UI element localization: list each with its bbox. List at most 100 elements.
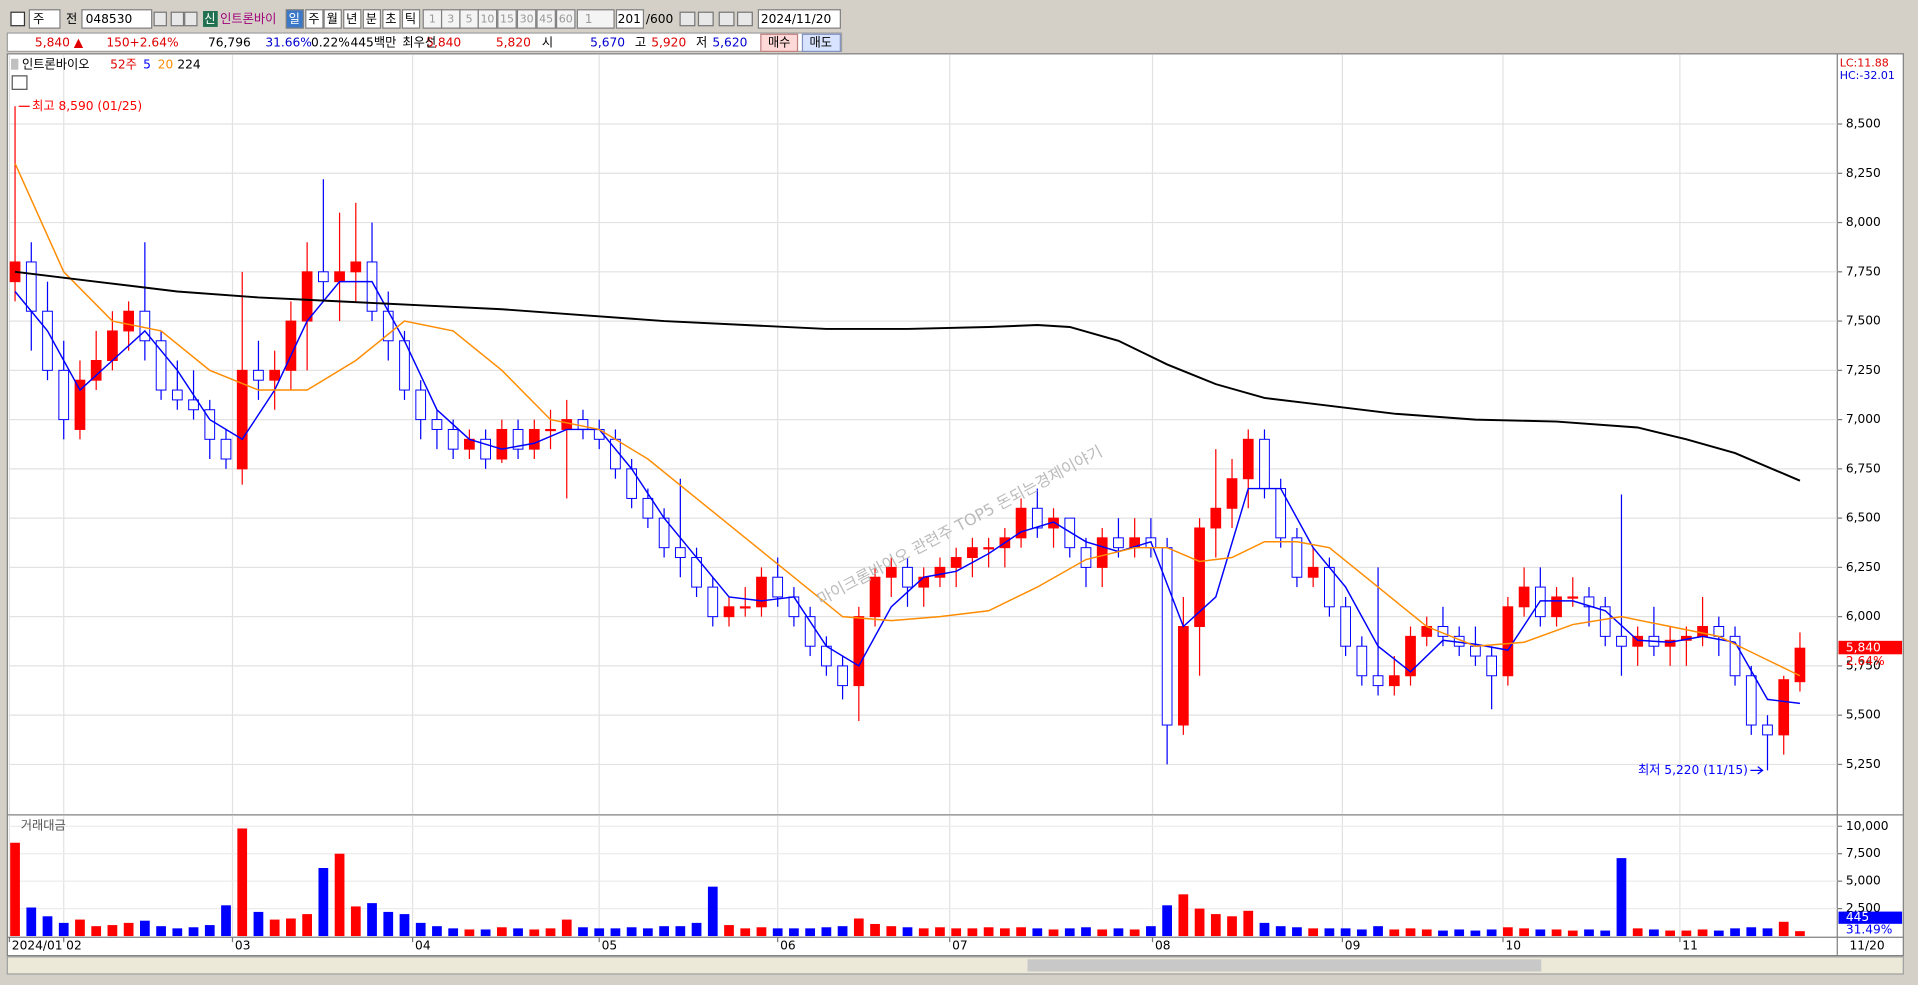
volume-bar [1746, 927, 1757, 937]
code-input[interactable] [81, 9, 153, 29]
volume-bar [789, 928, 799, 937]
volume-bar [204, 925, 215, 937]
volume-bar [350, 906, 361, 937]
candle-body [415, 389, 427, 421]
period-button[interactable] [305, 9, 324, 29]
tool-icon[interactable] [697, 11, 714, 27]
period-button[interactable] [323, 9, 342, 29]
period-button[interactable] [362, 9, 382, 29]
candle-body [496, 428, 508, 460]
interval[interactable]: 60 [559, 13, 573, 26]
candle-body [1259, 438, 1270, 490]
interval-button[interactable] [516, 9, 537, 29]
candle-body [772, 576, 784, 598]
volume-bar [724, 925, 734, 937]
interval-button[interactable] [497, 9, 517, 29]
volume-bar [75, 919, 85, 937]
candle-body [431, 419, 443, 430]
volume-bar [1227, 916, 1237, 937]
candle-body [1729, 635, 1741, 677]
tool-icon[interactable] [679, 11, 696, 27]
settings-icon[interactable] [11, 75, 28, 90]
prev[interactable]: 전 [66, 12, 77, 26]
badge-bg [203, 11, 218, 27]
toolbar-icon[interactable] [10, 11, 26, 27]
x-tick-label: 09 [1345, 938, 1361, 952]
volume-bar [1519, 928, 1529, 937]
code[interactable]: 048530 [86, 12, 133, 26]
candle-body [1470, 645, 1481, 657]
candle-body [1583, 596, 1595, 608]
date-input[interactable] [757, 9, 841, 29]
volume-bar [91, 926, 102, 937]
scroll-thumb[interactable] [1027, 959, 1542, 972]
tool-icon[interactable] [170, 11, 185, 27]
period[interactable]: 분 [366, 12, 377, 26]
interval[interactable]: 15 [500, 13, 514, 26]
date[interactable]: 2024/11/20 [761, 12, 831, 26]
volume-bar [1632, 928, 1643, 937]
candle-body [1616, 635, 1627, 647]
period-button[interactable] [285, 9, 304, 29]
candle-body [1388, 675, 1400, 687]
count-input[interactable] [615, 9, 645, 29]
candle-body [90, 359, 102, 381]
tool-icon[interactable] [184, 11, 198, 27]
interval[interactable]: 30 [520, 13, 534, 26]
last-volume-box [1838, 911, 1903, 924]
y-tick-label: 6,250 [1846, 560, 1881, 574]
buy-button[interactable] [760, 33, 799, 53]
volume-bar [1259, 922, 1270, 937]
candle-body [642, 497, 654, 519]
candle-body [1064, 517, 1076, 549]
tool-icon[interactable] [153, 11, 167, 27]
candle-body [1080, 547, 1092, 568]
candle-body [1567, 596, 1579, 599]
volume-title: 거래대금 [21, 818, 66, 832]
period[interactable]: 일 [289, 12, 300, 26]
count[interactable]: 201 [618, 12, 641, 26]
count-select[interactable] [576, 9, 615, 29]
interval[interactable]: 10 [480, 13, 494, 26]
interval[interactable]: 45 [539, 13, 553, 26]
quote-amount: 445백만 [351, 35, 397, 49]
candle-body [107, 330, 118, 361]
market[interactable]: 주 [33, 12, 44, 26]
volume-bar [221, 905, 231, 937]
volume-bar [935, 927, 945, 937]
period-button[interactable] [343, 9, 362, 29]
scrollbar[interactable] [6, 956, 1904, 975]
y-tick-label: 6,750 [1846, 461, 1881, 475]
period[interactable]: 초 [385, 12, 396, 26]
count-select[interactable]: 1 [585, 12, 593, 26]
volume-bar [529, 929, 540, 937]
volume-bar [237, 828, 248, 937]
tool-icon[interactable] [718, 11, 735, 27]
interval-button[interactable] [477, 9, 498, 29]
period[interactable]: 년 [346, 12, 357, 26]
volume-bar [626, 927, 637, 937]
volume-bar [756, 927, 767, 937]
interval[interactable]: 5 [466, 13, 473, 26]
candle-body [1194, 527, 1205, 627]
interval-button[interactable] [536, 9, 556, 29]
candle-body [58, 369, 70, 421]
buy[interactable]: 매수 [768, 35, 790, 49]
period[interactable]: 틱 [405, 12, 416, 26]
period[interactable]: 주 [308, 12, 319, 26]
volume-bar [1146, 926, 1156, 937]
period[interactable]: 월 [327, 12, 338, 26]
volume-bar [1421, 929, 1432, 937]
period-button[interactable] [401, 9, 421, 29]
sell-button[interactable] [801, 33, 841, 53]
interval[interactable]: 3 [447, 13, 454, 26]
sell[interactable]: 매도 [810, 35, 832, 49]
period-button[interactable] [382, 9, 401, 29]
y-tick-label: 5,750 [1846, 658, 1881, 672]
interval[interactable]: 1 [429, 13, 436, 26]
interval-button[interactable] [555, 9, 576, 29]
market-select[interactable] [28, 9, 61, 29]
tool-icon[interactable] [736, 11, 753, 27]
volume-bar [1129, 929, 1140, 937]
